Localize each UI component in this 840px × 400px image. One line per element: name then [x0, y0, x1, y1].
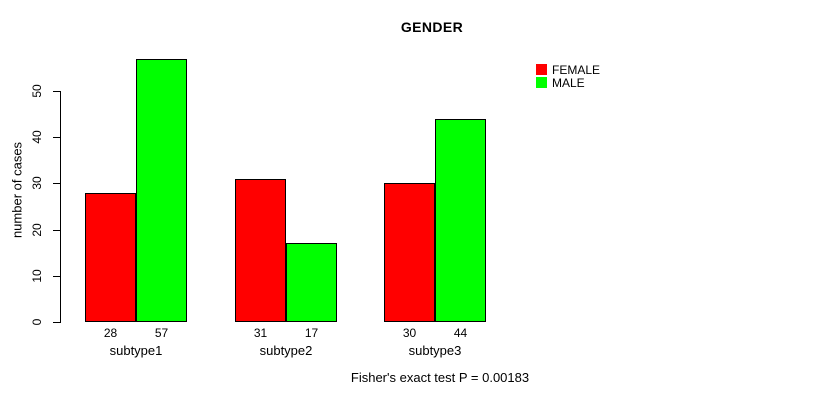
y-axis-label: number of cases: [9, 141, 25, 239]
bar-value-label: 28: [103, 326, 118, 340]
y-axis-tick: [53, 183, 60, 184]
y-axis-tick-label: 0: [30, 318, 44, 326]
bar-value-label: 30: [402, 326, 417, 340]
y-axis-line: [60, 91, 61, 323]
bar-female-subtype1: [85, 193, 136, 322]
legend-item-female: FEMALE: [536, 63, 600, 76]
y-axis-tick-label: 20: [30, 223, 44, 237]
legend-swatch-male: [536, 77, 547, 88]
y-axis-tick: [53, 276, 60, 277]
annotation-text: Fisher's exact test P = 0.00183: [350, 370, 530, 385]
legend-label: FEMALE: [552, 62, 601, 77]
bar-male-subtype2: [286, 243, 337, 322]
legend: FEMALE MALE: [536, 63, 600, 89]
legend-label: MALE: [552, 75, 585, 90]
chart-title: GENDER: [400, 19, 464, 35]
legend-item-male: MALE: [536, 76, 600, 89]
bar-female-subtype3: [384, 183, 435, 322]
y-axis-tick-label: 30: [30, 176, 44, 190]
bar-value-label: 31: [253, 326, 268, 340]
y-axis-tick-label: 50: [30, 84, 44, 98]
bar-value-label: 44: [453, 326, 468, 340]
x-category-label: subtype3: [408, 343, 462, 358]
bar-male-subtype3: [435, 119, 486, 322]
bar-value-label: 57: [154, 326, 169, 340]
y-axis-tick-label: 40: [30, 130, 44, 144]
legend-swatch-female: [536, 64, 547, 75]
x-category-label: subtype2: [259, 343, 313, 358]
bar-value-label: 17: [304, 326, 319, 340]
y-axis-tick-label: 10: [30, 269, 44, 283]
x-category-label: subtype1: [109, 343, 163, 358]
y-axis-tick: [53, 137, 60, 138]
bar-female-subtype2: [235, 179, 286, 322]
bar-male-subtype1: [136, 59, 187, 322]
y-axis-tick: [53, 322, 60, 323]
y-axis-tick: [53, 230, 60, 231]
y-axis-tick: [53, 91, 60, 92]
